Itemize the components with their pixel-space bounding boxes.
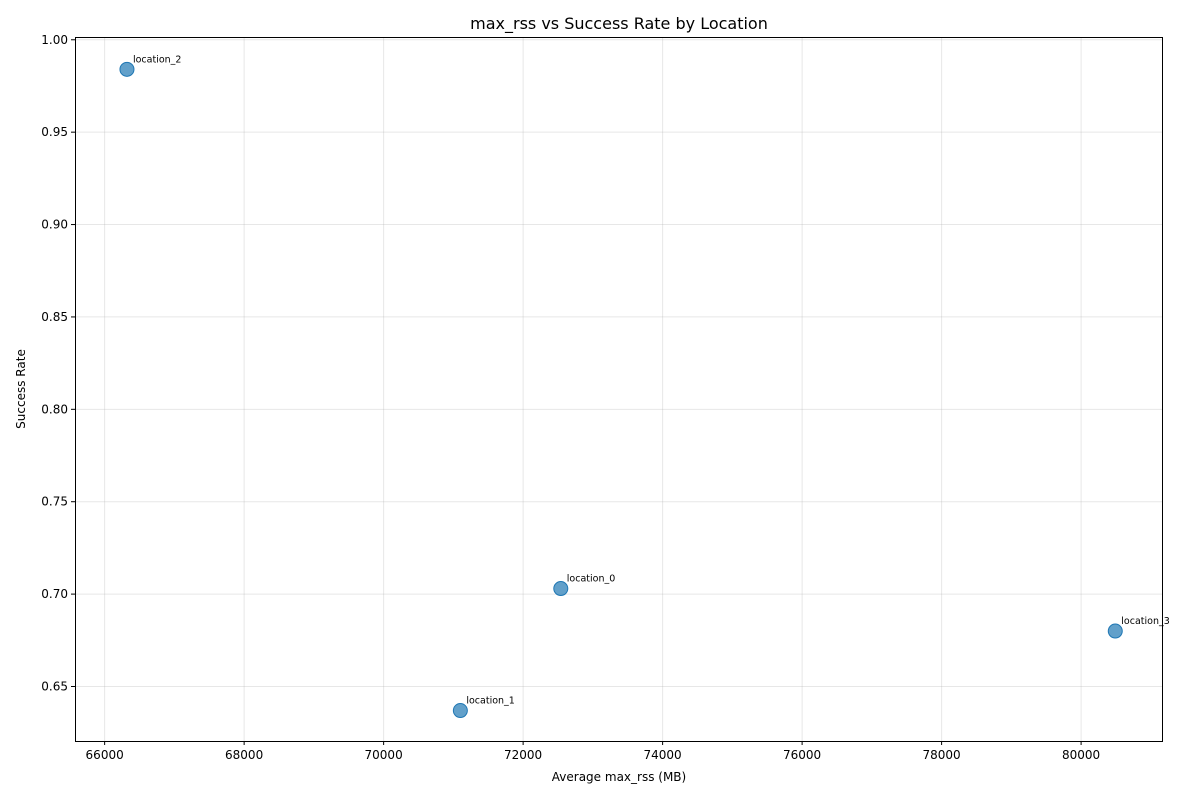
plot-frame [75,37,1163,742]
point-label: location_0 [567,574,616,585]
point-label: location_2 [133,54,182,65]
grid [75,37,1162,741]
chart-title: max_rss vs Success Rate by Location [470,14,768,34]
y-tick-label: 0.75 [41,495,68,509]
y-tick-label: 0.65 [41,679,68,693]
x-tick-label: 68000 [225,748,263,762]
scatter-point [553,581,569,597]
x-tick-label: 78000 [923,748,961,762]
axis-ticks: 66000 68000 70000 72000 74000 76000 78000 80000… [41,33,1100,762]
y-tick-label: 0.85 [41,310,68,324]
x-tick-label: 74000 [644,748,682,762]
scatter-point [119,61,135,77]
point-label: location_1 [466,696,515,707]
y-tick-label: 1.00 [41,33,68,47]
x-tick-label: 72000 [504,748,542,762]
x-tick-label: 66000 [86,748,124,762]
scatter-point [452,703,468,719]
y-axis-label: Success Rate [14,349,28,429]
data-points: location_2 location_0 location_3 location_1 [119,54,1170,719]
x-axis-label: Average max_rss (MB) [552,770,686,784]
y-tick-label: 0.80 [41,402,68,416]
scatter-point [1107,623,1123,639]
y-tick-label: 0.95 [41,125,68,139]
x-tick-label: 80000 [1062,748,1100,762]
y-tick-label: 0.90 [41,218,68,232]
x-tick-label: 70000 [365,748,403,762]
y-tick-label: 0.70 [41,587,68,601]
x-tick-label: 76000 [783,748,821,762]
point-label: location_3 [1121,616,1170,627]
